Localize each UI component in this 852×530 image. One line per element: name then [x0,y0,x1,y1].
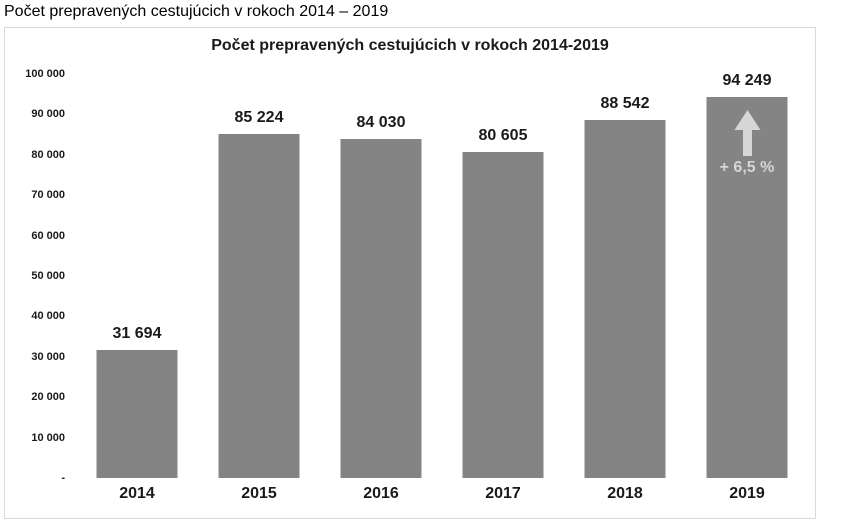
y-tick-label: 10 000 [31,431,65,444]
bar-column-2018: 88 542 2018 [564,28,686,518]
bar-value-label: 88 542 [600,95,650,112]
y-tick-label: 60 000 [31,229,65,242]
bar-column-2015: 85 224 2015 [198,28,320,518]
y-tick-label: 20 000 [31,391,65,404]
x-category-label: 2014 [119,485,155,502]
bar-value-label: 84 030 [356,114,406,131]
x-category-label: 2015 [241,485,277,502]
bar-value-label: 94 249 [722,72,772,89]
bar-value-label: 85 224 [234,109,284,126]
bar-column-2014: 31 694 2014 [76,28,198,518]
y-tick-label: - [61,472,65,484]
y-tick-label: 50 000 [31,270,65,282]
bar: + 6,5 % [706,97,788,478]
y-tick-label: 30 000 [31,350,65,363]
bar [584,120,666,478]
y-tick-label: 80 000 [31,148,65,161]
bar [96,350,178,478]
x-category-label: 2017 [485,485,521,502]
bar-value-label: 31 694 [112,325,162,342]
x-category-label: 2016 [363,485,399,502]
bar [340,139,422,478]
y-tick-label: 70 000 [31,189,65,202]
bar-chart-panel: Počet prepravených cestujúcich v rokoch … [4,27,816,519]
bar [218,134,300,478]
bar-column-2019: 94 249 + 6,5 % 2019 [686,28,808,518]
y-tick-label: 40 000 [31,310,65,323]
bar-value-label: 80 605 [478,127,528,144]
bar [462,152,544,478]
y-tick-label: 90 000 [31,108,65,121]
y-tick-label: 100 000 [25,68,65,80]
x-category-label: 2018 [607,485,643,502]
growth-annotation: + 6,5 % [719,159,775,176]
x-category-label: 2019 [729,485,765,502]
page-title: Počet prepravených cestujúcich v rokoch … [4,3,389,20]
up-arrow-icon [734,110,760,156]
chart-title: Počet prepravených cestujúcich v rokoch … [211,37,609,54]
bar-column-2017: 80 605 2017 [442,28,564,518]
bar-column-2016: 84 030 2016 [320,28,442,518]
